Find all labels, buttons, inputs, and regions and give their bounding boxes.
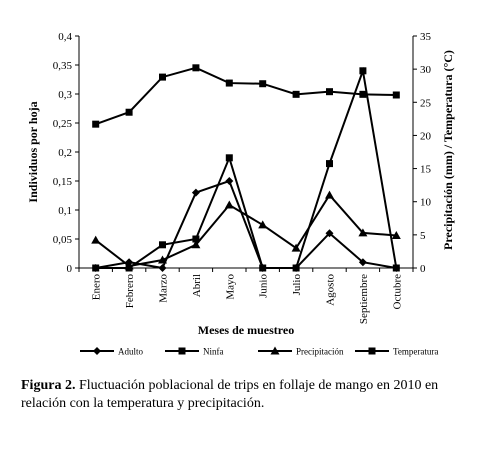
y-tick-label: 0 (67, 263, 73, 275)
data-point (259, 80, 267, 88)
x-tick-label: Mayo (224, 274, 236, 300)
y-tick-label: 0,25 (53, 118, 73, 130)
data-point (359, 67, 367, 75)
right-axis-ticks: 0 5 10 15 20 25 30 35 (413, 31, 432, 275)
data-point (158, 255, 167, 264)
y-axis-label: Individuos por hoja (26, 101, 40, 202)
series-temperatura (92, 64, 400, 128)
y2-tick-label: 35 (420, 31, 432, 43)
y2-tick-label: 0 (420, 263, 426, 275)
data-point (159, 241, 166, 249)
x-tick-label: Septiembre (358, 274, 370, 324)
x-axis-label: Meses de muestreo (198, 323, 294, 337)
data-point (225, 154, 233, 162)
data-point (326, 88, 333, 96)
data-point (325, 190, 334, 199)
legend-marker (368, 347, 376, 355)
data-point (259, 264, 267, 272)
data-point (326, 160, 333, 168)
y-tick-label: 0,1 (58, 205, 72, 217)
y2-tick-label: 5 (420, 230, 426, 242)
data-point (92, 120, 100, 128)
legend-label: Adulto (118, 347, 144, 357)
y-tick-label: 0,2 (58, 147, 72, 159)
data-point (291, 243, 301, 252)
data-point (392, 91, 400, 99)
data-point (225, 177, 234, 185)
data-point (258, 220, 268, 229)
y-tick-label: 0,05 (53, 234, 73, 246)
data-point (392, 264, 400, 272)
y-tick-label: 0,35 (53, 60, 73, 72)
data-point (125, 108, 133, 116)
caption-label: Figura 2. (21, 378, 76, 393)
data-point (159, 73, 166, 81)
y2-tick-label: 10 (420, 197, 432, 209)
caption-text: Fluctuación poblacional de trips en foll… (21, 378, 439, 411)
y2-axis-label: Precipitación (mm) / Temperatura (°C) (441, 50, 455, 250)
y2-tick-label: 25 (420, 97, 432, 109)
x-axis-ticks: Enero Febrero Marzo Abril Mayo Junio Julio Agos… (78, 268, 414, 324)
data-point (124, 261, 134, 270)
chart: 0 0,05 0,1 0,15 0,2 0,25 0,3 0,35 0,4 0 5 10 15 20 25… (26, 31, 455, 357)
series-line (95, 179, 397, 270)
legend-item: Precipitación (258, 346, 344, 357)
legend-marker (178, 347, 186, 355)
y-tick-label: 0,4 (58, 31, 72, 43)
data-point (192, 64, 200, 72)
series-line (95, 66, 398, 269)
x-tick-label: Junio (258, 274, 270, 298)
legend-marker (93, 347, 101, 355)
figure-caption: Figura 2. Fluctuación poblacional de tri… (21, 377, 481, 413)
legend-label: Temperatura (393, 347, 438, 357)
series-line (95, 66, 397, 126)
data-point (292, 264, 300, 272)
x-tick-label: Abril (191, 274, 203, 297)
data-point (191, 240, 201, 249)
data-point (192, 235, 200, 243)
data-point (358, 228, 368, 237)
series-precipitacion (91, 190, 401, 270)
legend-item: Ninfa (165, 347, 224, 357)
y2-tick-label: 15 (420, 164, 432, 176)
x-tick-label: Enero (91, 274, 103, 301)
series-layer (91, 64, 401, 272)
legend: Adulto Ninfa Precipitación Temperatura (80, 346, 438, 357)
x-tick-label: Febrero (124, 274, 136, 309)
data-point (158, 264, 167, 272)
data-point (191, 188, 200, 197)
data-point (358, 258, 367, 267)
y-tick-label: 0,15 (53, 176, 73, 188)
data-point (224, 200, 234, 209)
legend-label: Ninfa (203, 347, 224, 357)
x-tick-label: Octubre (391, 274, 403, 310)
data-point (92, 264, 100, 272)
legend-item: Temperatura (355, 347, 438, 357)
data-point (225, 79, 233, 87)
legend-marker (270, 346, 280, 355)
series-adulto (91, 177, 401, 272)
data-point (391, 231, 401, 240)
data-point (359, 90, 367, 98)
x-tick-label: Julio (291, 274, 303, 296)
left-axis-ticks: 0 0,05 0,1 0,15 0,2 0,25 0,3 0,35 0,4 (53, 31, 79, 275)
legend-item: Adulto (80, 347, 144, 357)
y-tick-label: 0,3 (58, 89, 72, 101)
series-ninfa (92, 66, 400, 272)
data-point (325, 229, 334, 238)
series-line (95, 193, 397, 268)
x-tick-label: Agosto (325, 274, 337, 306)
y2-tick-label: 30 (420, 64, 432, 76)
legend-label: Precipitación (296, 347, 344, 357)
data-point (292, 90, 300, 98)
x-tick-label: Marzo (158, 274, 170, 303)
y2-tick-label: 20 (420, 130, 432, 142)
data-point (91, 235, 101, 244)
